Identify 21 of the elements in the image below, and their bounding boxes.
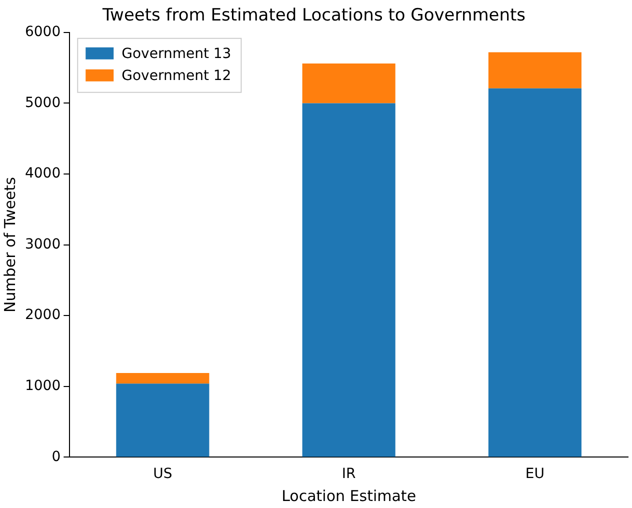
x-tick-label: US	[153, 466, 172, 482]
bar	[302, 103, 396, 457]
y-tick-label: 3000	[24, 236, 61, 252]
bar	[302, 64, 396, 104]
y-tick-label: 5000	[24, 94, 61, 111]
bar	[488, 88, 582, 457]
bar	[488, 52, 582, 88]
y-tick-label: 0	[52, 448, 61, 465]
x-tick-label: IR	[342, 466, 356, 482]
y-tick-label: 1000	[24, 378, 61, 394]
y-tick-label: 4000	[24, 166, 61, 182]
legend-label: Government 12	[122, 68, 232, 84]
x-tick-label: EU	[525, 466, 544, 482]
bar	[116, 372, 210, 384]
legend-label: Government 13	[122, 46, 232, 62]
chart-title: Tweets from Estimated Locations to Governments	[101, 6, 526, 26]
x-axis-title: Location Estimate	[282, 486, 416, 505]
bar	[116, 384, 210, 457]
y-axis-title: Number of Tweets	[0, 176, 19, 312]
y-tick-label: 2000	[24, 307, 61, 324]
y-tick-label: 6000	[24, 24, 61, 40]
